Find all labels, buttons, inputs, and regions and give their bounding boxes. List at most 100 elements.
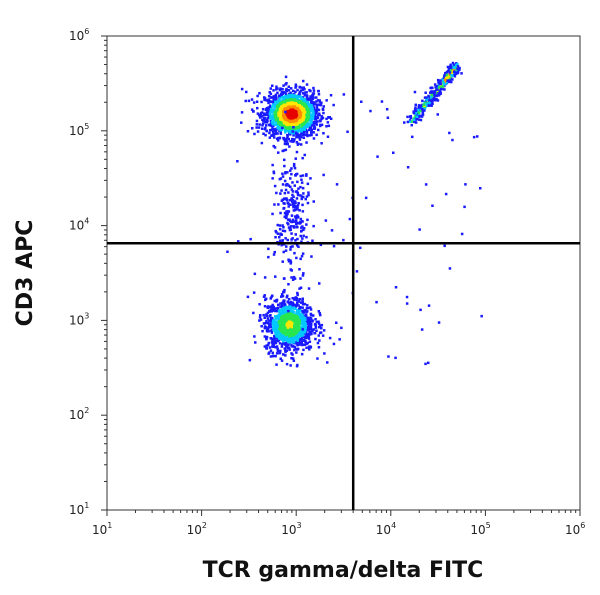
event-dot [330,229,334,232]
event-dot [284,188,288,192]
event-dot [321,107,325,111]
event-dot [431,204,434,207]
event-dot [302,228,305,232]
event-dot [437,94,440,97]
event-dot [369,109,372,113]
event-dot [276,347,279,350]
event-dot [296,216,299,219]
event-dot [305,346,308,349]
event-dot [338,338,341,341]
event-dot [294,305,298,308]
event-dot [264,133,267,137]
event-dot [264,326,268,329]
event-dot [297,136,301,139]
event-dot [286,330,289,334]
event-dot [290,112,293,116]
event-dot [286,294,289,298]
event-dot [425,98,429,101]
event-dot [294,85,298,88]
event-dot [293,166,297,170]
event-dot [301,127,304,131]
event-dot [284,303,287,306]
event-dot [286,134,289,138]
event-dot [278,224,282,227]
event-dot [278,97,282,100]
event-dot [267,108,271,112]
event-dot [296,343,299,347]
event-dot [301,92,305,95]
event-dot [295,256,298,260]
event-dot [284,131,287,134]
event-dot [289,259,292,262]
event-dot [288,327,292,330]
event-dot [303,332,306,336]
event-dot [289,177,292,180]
event-dot [279,324,282,327]
event-dot [270,306,274,309]
event-dot [447,67,451,71]
event-dot [412,111,416,115]
event-dot [263,345,267,348]
event-dot [291,193,294,197]
event-dot [297,245,300,248]
event-dot [409,116,413,119]
event-dot [329,94,333,97]
event-dot [305,307,309,310]
event-dot [300,197,303,201]
event-dot [287,309,290,313]
event-dot [307,332,310,336]
event-dot [423,109,426,112]
event-dot [274,354,277,358]
event-dot [300,135,303,139]
event-dot [265,335,269,339]
event-dot [274,309,277,313]
event-dot [285,362,289,366]
event-dot [288,218,291,221]
event-dot [277,331,280,334]
event-dot [287,103,290,107]
event-dot [297,187,300,190]
event-dot [448,131,451,135]
event-dot [263,276,267,279]
event-dot [305,311,308,314]
event-dot [427,94,430,98]
event-dot [290,318,294,322]
event-dot [301,237,304,240]
event-dot [281,87,284,91]
event-dot [298,106,301,109]
event-dot [302,227,306,230]
event-dot [311,112,315,116]
event-dot [281,172,284,175]
event-dot [299,217,303,221]
event-dot [279,131,282,134]
event-dot [291,198,295,202]
event-dot [292,162,296,166]
event-dot [272,124,275,127]
event-dot [380,100,384,103]
event-dot [319,123,322,127]
event-dot [309,89,312,93]
event-dot [300,352,304,356]
event-dot [455,69,458,72]
event-dot [425,104,429,108]
event-dot [271,303,274,307]
event-dot [296,312,299,315]
event-dot [413,90,417,94]
event-dot [292,344,295,348]
event-dot [414,121,418,124]
event-dot [271,105,274,108]
event-dot [288,348,291,351]
event-dot [268,131,271,135]
event-dot [276,126,280,129]
event-dot [317,310,321,313]
event-dot [280,308,283,311]
event-dot [264,126,267,130]
event-dot [283,142,287,146]
event-dot [276,223,279,227]
event-dot [275,339,279,342]
event-dot [296,291,299,295]
event-dot [254,341,257,344]
event-dot [424,362,427,366]
event-dot [249,237,252,241]
